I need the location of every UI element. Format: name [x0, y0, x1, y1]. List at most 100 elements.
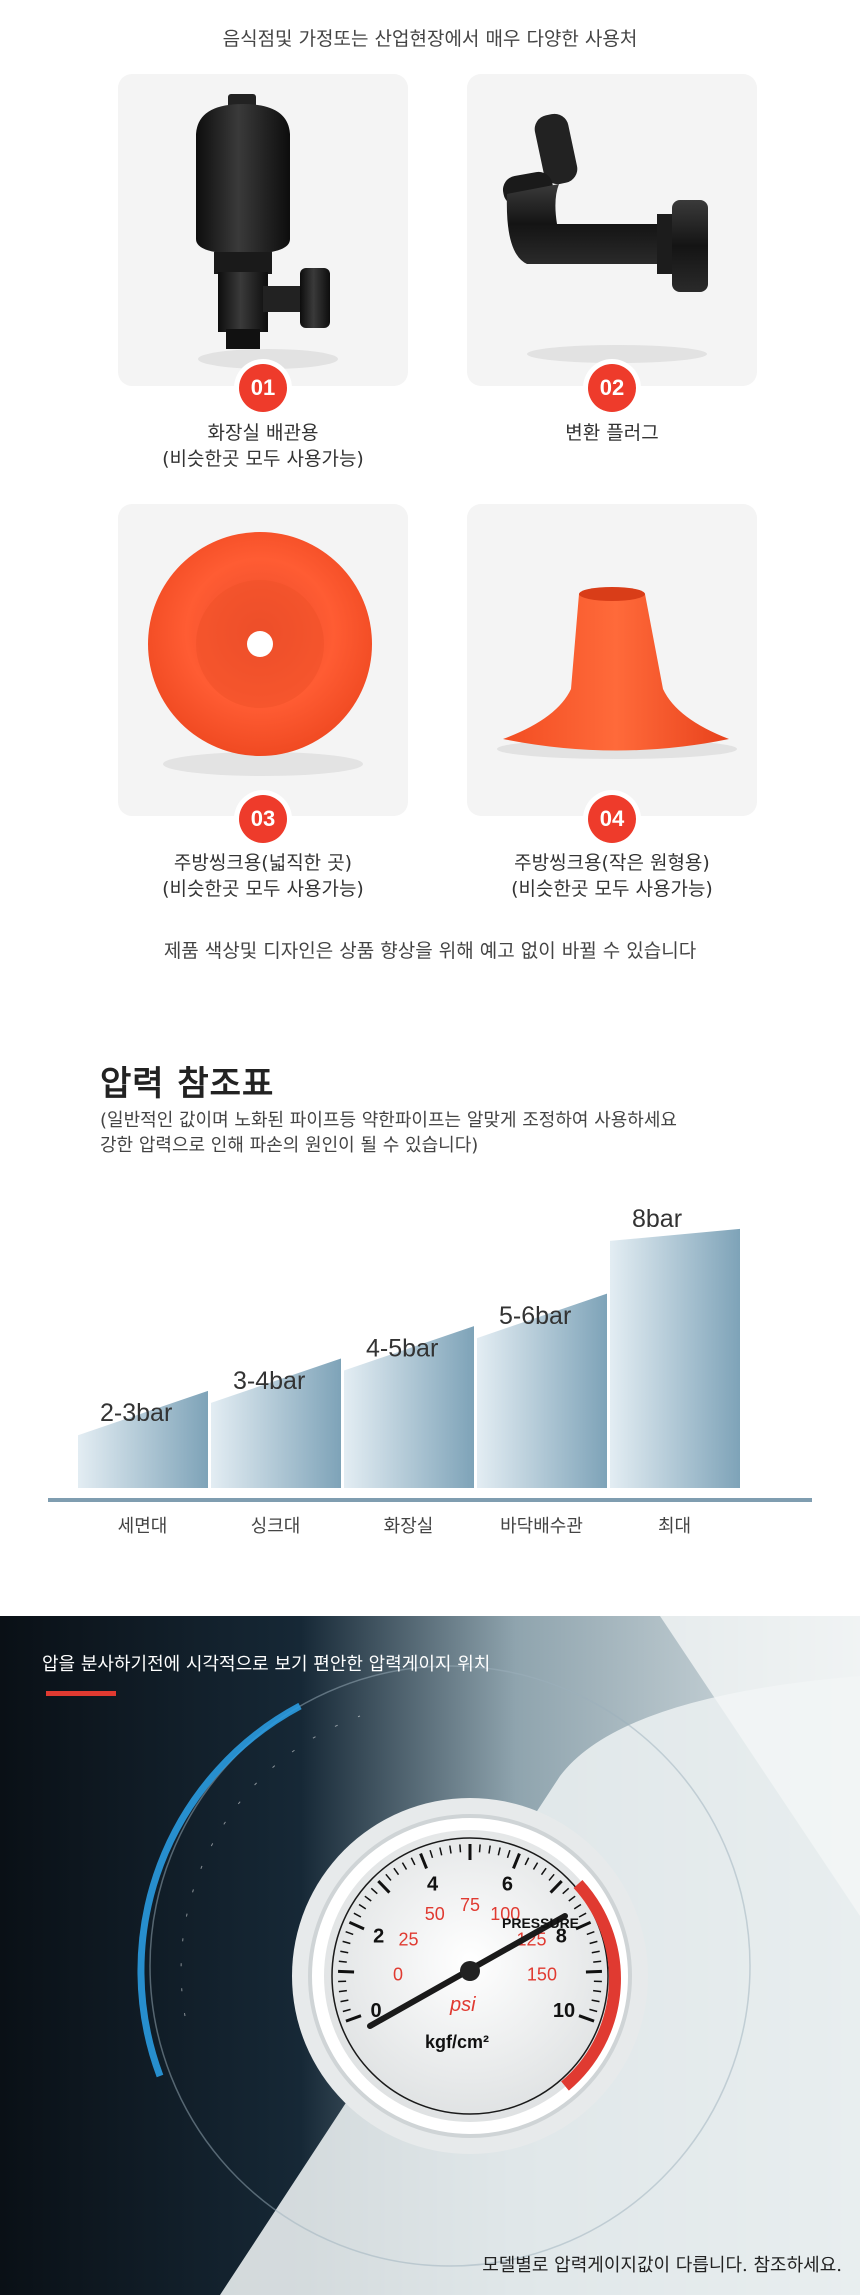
gauge-tick [540, 1867, 547, 1876]
gauge-tick [512, 1853, 521, 1870]
product-card-02 [467, 74, 757, 386]
gauge-tick [589, 2008, 598, 2013]
gauge-tick [549, 1880, 563, 1894]
gauge-heading-underline [46, 1691, 116, 1696]
gauge-tick [585, 1969, 602, 1974]
item-caption-line1: 주방씽크용(넓직한 곳) [173, 852, 353, 874]
gauge-unit-kgf: kgf/cm² [425, 2032, 489, 2052]
gauge-tick [593, 1960, 602, 1963]
gauge-outer-label: 8 [556, 1925, 567, 1947]
chart-category-label: 화장실 [384, 1516, 434, 1537]
item-caption: 화장실 배관용 (비슷한곳 모두 사용가능) [98, 420, 428, 472]
chart-value-label: 3-4bar [233, 1367, 305, 1395]
orange-flat-cup-icon [148, 532, 372, 776]
gauge-tick [410, 1857, 416, 1866]
item-caption-line2: (비슷한곳 모두 사용가능) [162, 878, 364, 900]
gauge-inner-label: 25 [398, 1930, 418, 1950]
pressure-description: (일반적인 값이며 노화된 파이프등 약한파이프는 알맞게 조정하여 사용하세요… [100, 1108, 677, 1158]
item-caption-line2: (비슷한곳 모두 사용가능) [511, 878, 713, 900]
item-number-badge: 03 [239, 795, 287, 843]
gauge-tick [593, 1989, 602, 1993]
chart-bar [211, 1358, 341, 1488]
pressure-desc-line2: 강한 압력으로 인해 파손의 원인이 될 수 있습니다) [100, 1135, 479, 1156]
gauge-tick [586, 1931, 595, 1936]
gauge-outer-label: 10 [553, 2000, 575, 2022]
gauge-tick [562, 1887, 570, 1895]
gauge-heading: 압을 분사하기전에 시각적으로 보기 편안한 압력게이지 위치 [42, 1654, 491, 1675]
design-change-notice: 제품 색상및 디자인은 상품 향상을 위해 예고 없이 바뀔 수 있습니다 [163, 940, 697, 962]
gauge-tick [338, 1960, 347, 1963]
gauge-tick [345, 1931, 354, 1936]
chart-value-label: 4-5bar [366, 1334, 438, 1362]
item-caption: 주방씽크용(넓직한 곳) (비슷한곳 모두 사용가능) [98, 850, 428, 902]
gauge-unit-psi: psi [449, 1994, 476, 2016]
gauge-tick [589, 1940, 598, 1945]
gauge-tick [439, 1847, 443, 1856]
item-caption-line1: 주방씽크용(작은 원형용) [514, 852, 710, 874]
chart-value-label: 2-3bar [100, 1399, 172, 1427]
gauge-tick [370, 1887, 378, 1895]
item-caption-line1: 화장실 배관용 [207, 422, 319, 444]
gauge-tick [548, 1873, 555, 1881]
gauge-tick [345, 2014, 362, 2023]
black-drain-adapter-icon [196, 94, 338, 369]
gauge-tick [488, 1845, 491, 1854]
gauge-outer-label: 4 [427, 1873, 439, 1895]
product-card-04 [467, 504, 757, 816]
gauge-tick [578, 1912, 587, 1918]
gauge-outer-label: 0 [370, 2000, 381, 2022]
gauge-inner-label: 50 [425, 1904, 445, 1924]
chart-category-label: 바닥배수관 [500, 1516, 583, 1537]
gauge-tick [524, 1857, 530, 1866]
gauge-tick [393, 1867, 400, 1876]
gauge-tick [348, 1920, 365, 1931]
chart-value-label: 5-6bar [499, 1302, 571, 1330]
item-caption-line1: 변환 플러그 [565, 422, 659, 444]
chart-bar [78, 1390, 208, 1488]
chart-category-label: 싱크대 [251, 1516, 301, 1537]
chart-category-label: 세면대 [118, 1516, 168, 1537]
gauge-tick [338, 1969, 355, 1974]
chart-value-label: 8bar [632, 1205, 682, 1233]
item-caption-line2: (비슷한곳 모두 사용가능) [162, 448, 364, 470]
gauge-tick [340, 1950, 349, 1954]
black-elbow-plug-icon [502, 113, 708, 363]
product-card-01 [118, 74, 408, 386]
gauge-tick [591, 1950, 600, 1954]
chart-bar [610, 1228, 740, 1488]
gauge-tick [459, 1844, 462, 1853]
gauge-tick [385, 1873, 392, 1881]
gauge-tick [568, 1895, 576, 1902]
orange-cone-cup-icon [497, 587, 737, 759]
gauge-tick [478, 1844, 481, 1853]
gauge-inner-label: 75 [460, 1895, 480, 1915]
gauge-outer-label: 6 [502, 1873, 513, 1895]
gauge-tick [338, 1989, 347, 1993]
product-card-03 [118, 504, 408, 816]
gauge-inner-label: 125 [516, 1930, 546, 1950]
gauge-tick [575, 1920, 592, 1931]
pressure-chart: 2-3bar 3-4bar 4-5bar 5-6bar 8bar 세면대 싱크대 화장실 바닥… [48, 1205, 812, 1537]
gauge-needle-hub [460, 1961, 480, 1981]
item-number-badge: 02 [588, 364, 636, 412]
gauge-tick [429, 1849, 434, 1859]
gauge-tick [419, 1853, 428, 1870]
pressure-gauge-section: 0 2 4 6 8 10 0 25 50 75 100 125 150 PRESSURE psi kg… [0, 1616, 860, 2295]
gauge-tick [591, 1999, 600, 2003]
gauge-tick [364, 1895, 372, 1902]
item-number-badge: 04 [588, 795, 636, 843]
gauge-inner-label: 0 [393, 1964, 403, 1984]
item-caption: 변환 플러그 [447, 420, 777, 446]
gauge-tick [342, 1940, 351, 1945]
gauge-tick [340, 1999, 349, 2003]
gauge-footnote: 모델별로 압력게이지값이 다릅니다. 참조하세요. [482, 2255, 842, 2276]
item-number-badge: 01 [239, 364, 287, 412]
chart-bar [344, 1326, 474, 1488]
gauge-tick [506, 1849, 511, 1859]
gauge-tick [401, 1862, 408, 1870]
item-caption: 주방씽크용(작은 원형용) (비슷한곳 모두 사용가능) [447, 850, 777, 902]
gauge-inner-label: 150 [527, 1964, 557, 1984]
gauge-tick [449, 1845, 452, 1854]
chart-bar [477, 1293, 607, 1488]
